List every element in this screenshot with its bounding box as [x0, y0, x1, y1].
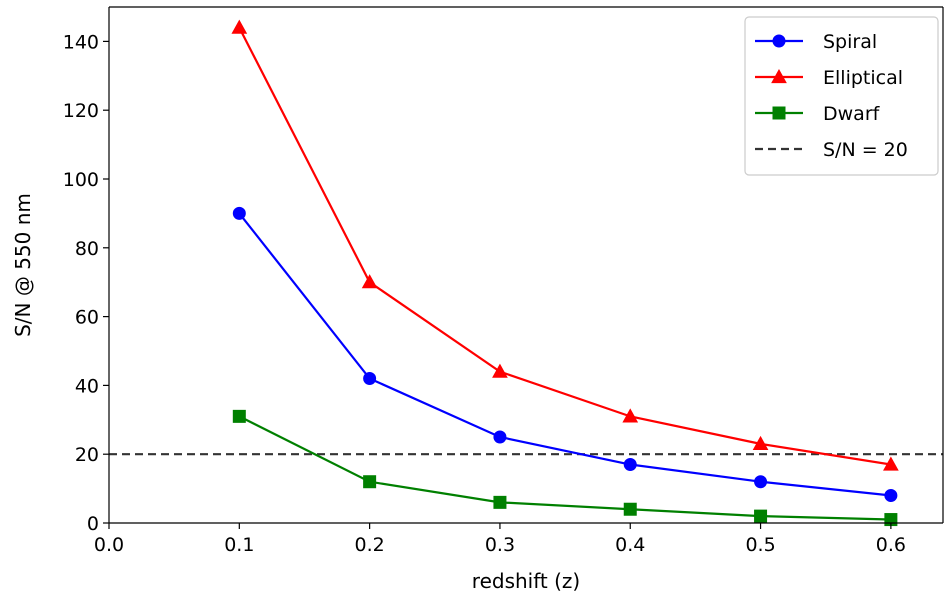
x-tick-label: 0.0: [94, 534, 124, 556]
data-point-spiral: [363, 372, 377, 386]
legend-box: [744, 16, 939, 176]
data-point-elliptical: [752, 435, 769, 450]
data-point-spiral: [232, 206, 246, 220]
data-point-spiral: [884, 488, 898, 502]
data-point-elliptical: [361, 274, 378, 289]
x-axis-label: redshift (z): [472, 569, 580, 593]
legend-marker-spiral: [772, 34, 786, 48]
data-point-spiral: [754, 475, 768, 489]
data-point-spiral: [623, 458, 637, 472]
x-tick-label: 0.5: [745, 534, 775, 556]
data-point-dwarf: [623, 502, 637, 516]
data-point-elliptical: [492, 363, 508, 378]
legend: Spiral Elliptical Dwarf S/N = 20: [744, 16, 939, 176]
series-line-spiral: [238, 212, 891, 497]
y-ticks: 0 20 40 60 80 100 120 140: [63, 31, 109, 535]
data-point-elliptical: [231, 19, 248, 34]
data-point-dwarf: [232, 409, 246, 423]
legend-label-spiral: Spiral: [823, 31, 877, 53]
axes: [108, 6, 944, 524]
y-tick-label: 20: [75, 444, 99, 466]
y-tick-label: 0: [87, 513, 99, 535]
data-point-dwarf: [363, 475, 377, 489]
legend-marker-elliptical: [771, 68, 787, 84]
data-point-elliptical: [883, 456, 899, 471]
series-line-dwarf: [238, 415, 891, 521]
x-tick-label: 0.3: [485, 534, 515, 556]
legend-marker-dwarf: [772, 106, 786, 120]
legend-label-s-n-20: S/N = 20: [823, 139, 908, 161]
legend-label-elliptical: Elliptical: [823, 67, 903, 89]
y-axis-label: S/N @ 550 nm: [11, 193, 35, 337]
legend-label-dwarf: Dwarf: [823, 103, 881, 125]
y-tick-label: 100: [63, 169, 99, 191]
x-tick-label: 0.6: [876, 534, 906, 556]
series-group: [231, 19, 899, 527]
y-tick-label: 140: [63, 31, 99, 53]
data-point-dwarf: [493, 495, 507, 509]
data-point-spiral: [493, 430, 507, 444]
y-tick-label: 40: [75, 375, 99, 397]
y-tick-label: 80: [75, 238, 99, 260]
x-ticks: 0.0 0.1 0.2 0.3 0.4 0.5 0.6: [94, 523, 906, 556]
y-tick-label: 120: [63, 100, 99, 122]
x-tick-label: 0.2: [355, 534, 385, 556]
x-tick-label: 0.1: [224, 534, 254, 556]
series-line-elliptical: [238, 27, 892, 466]
x-tick-label: 0.4: [615, 534, 645, 556]
data-point-elliptical: [622, 408, 639, 423]
data-point-dwarf: [754, 509, 768, 523]
y-tick-label: 60: [75, 307, 99, 329]
